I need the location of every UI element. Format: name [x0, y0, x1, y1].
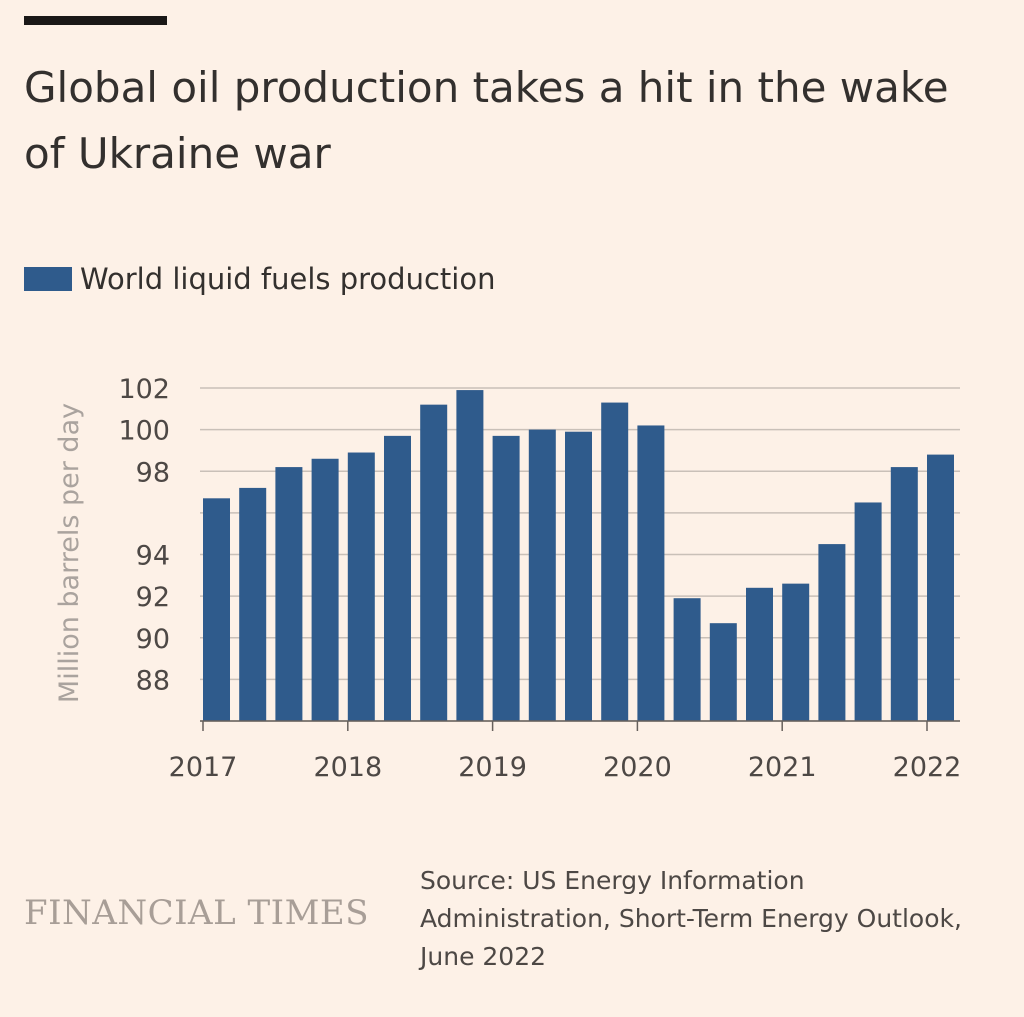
legend-swatch [24, 267, 72, 291]
bar [673, 598, 701, 721]
bar [456, 390, 484, 721]
bar [818, 544, 846, 721]
bar [601, 402, 629, 721]
ft-logo: FINANCIAL TIMES [24, 893, 369, 933]
bar-chart: 2017 2018 2019 2020 2021 2022 102 100 98 94 92 90 88… [54, 374, 962, 783]
bar [384, 435, 411, 721]
bar [492, 435, 520, 721]
y-tick-label: 90 [136, 624, 170, 655]
source-note: Source: US Energy Information Administra… [420, 866, 962, 971]
bar [203, 498, 230, 721]
y-tick-label: 92 [136, 582, 170, 613]
legend: World liquid fuels production [24, 262, 495, 296]
bar [637, 425, 665, 721]
legend-label: World liquid fuels production [80, 262, 496, 296]
y-tick-label: 102 [118, 374, 170, 405]
x-tick-label: 2019 [458, 752, 527, 783]
y-axis-label: Million barrels per day [54, 403, 85, 703]
y-tick-label: 94 [136, 541, 170, 572]
x-tick-label: 2021 [748, 752, 817, 783]
bar [347, 452, 375, 721]
bar [239, 487, 267, 721]
y-tick-label: 100 [118, 416, 170, 447]
x-tick-label: 2017 [169, 752, 238, 783]
bar [782, 583, 810, 721]
bar [420, 404, 448, 721]
x-tick-label: 2018 [313, 752, 382, 783]
x-tick-label: 2020 [603, 752, 672, 783]
top-rule [24, 16, 167, 25]
bar [746, 587, 773, 721]
bar [854, 502, 882, 721]
bar [565, 431, 592, 721]
bar [709, 623, 737, 721]
bar [528, 429, 556, 721]
y-tick-label: 88 [136, 665, 170, 696]
chart-title: Global oil production takes a hit in the… [24, 63, 949, 178]
bar [275, 467, 303, 721]
bar [311, 458, 339, 721]
y-tick-label: 98 [136, 457, 170, 488]
x-tick-label: 2022 [893, 752, 962, 783]
bar [890, 467, 918, 721]
bar [927, 454, 954, 721]
